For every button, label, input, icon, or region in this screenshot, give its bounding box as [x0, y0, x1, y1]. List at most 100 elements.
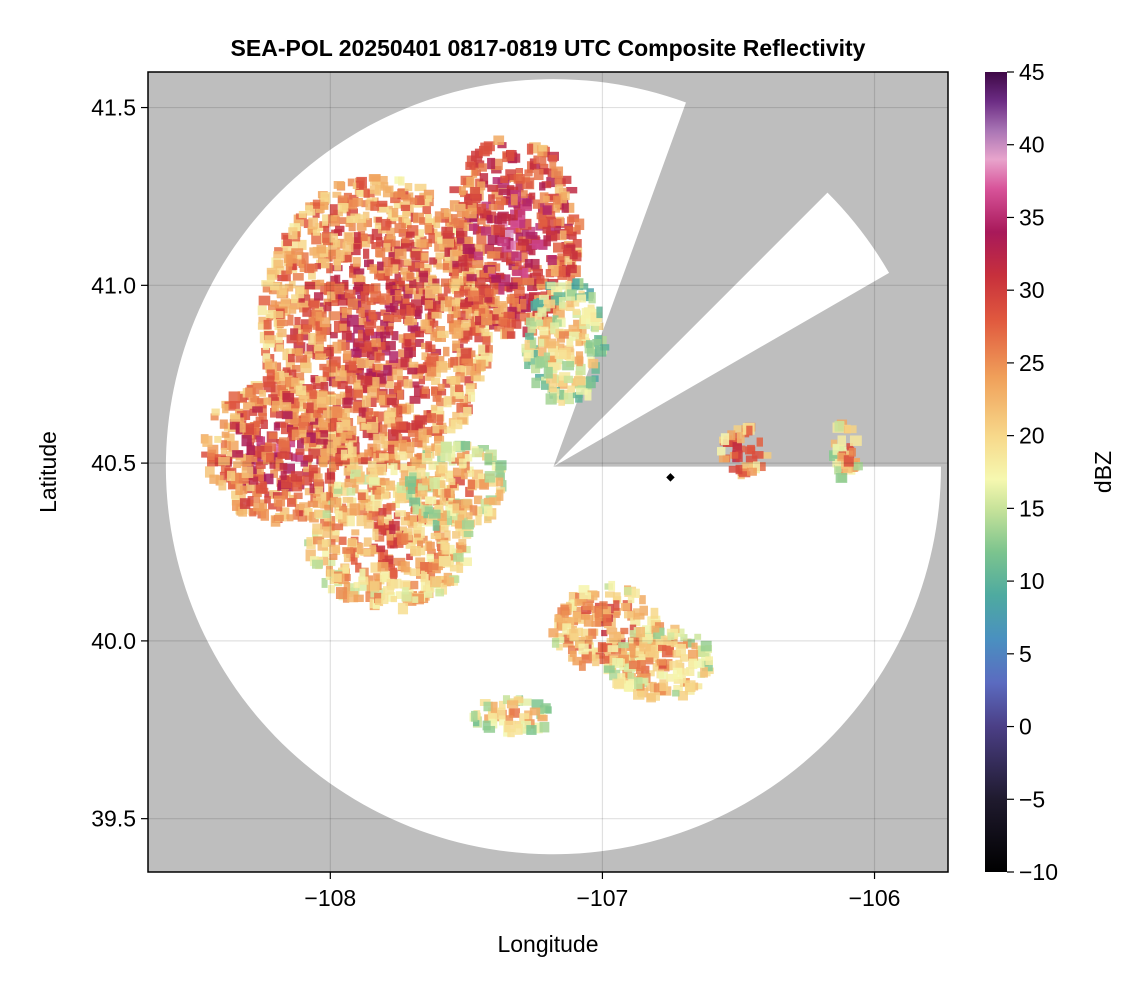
echo-pixel — [563, 244, 576, 252]
y-tick-label: 40.0 — [91, 628, 136, 654]
echo-pixel — [295, 510, 303, 517]
echo-pixel — [417, 545, 426, 556]
echo-pixel — [307, 500, 318, 508]
echo-pixel — [272, 372, 280, 381]
echo-pixel — [501, 251, 509, 263]
echo-pixel — [632, 612, 645, 620]
echo-pixel — [363, 537, 372, 547]
echo-pixel — [335, 587, 348, 599]
echo-pixel — [363, 513, 372, 523]
echo-pixel — [290, 453, 298, 462]
echo-pixel — [416, 467, 426, 479]
echo-pixel — [252, 406, 263, 413]
echo-pixel — [262, 343, 269, 350]
echo-pixel — [469, 505, 478, 516]
echo-pixel — [728, 465, 740, 473]
colorbar-tick-label: 35 — [1019, 204, 1045, 230]
echo-pixel — [424, 287, 436, 299]
echo-pixel — [221, 431, 230, 438]
echo-pixel — [544, 338, 557, 349]
echo-pixel — [731, 451, 739, 459]
echo-pixel — [297, 438, 304, 449]
echo-pixel — [388, 569, 398, 578]
echo-pixel — [370, 469, 379, 480]
echo-pixel — [679, 654, 688, 662]
echo-pixel — [401, 237, 410, 248]
echo-pixel — [830, 439, 838, 448]
echo-pixel — [366, 234, 374, 244]
echo-pixel — [465, 307, 472, 319]
echo-pixel — [498, 316, 507, 326]
echo-pixel — [630, 617, 641, 626]
echo-pixel — [396, 421, 407, 430]
echo-pixel — [362, 430, 373, 439]
echo-pixel — [304, 281, 316, 290]
echo-pixel — [302, 475, 313, 486]
echo-pixel — [357, 492, 366, 500]
echo-pixel — [346, 215, 358, 223]
echo-pixel — [471, 448, 484, 458]
echo-pixel — [422, 206, 431, 215]
echo-pixel — [431, 443, 438, 452]
echo-pixel — [531, 364, 541, 374]
echo-pixel — [353, 325, 365, 334]
x-axis-label: Longitude — [497, 931, 598, 957]
echo-pixel — [363, 519, 374, 529]
echo-pixel — [340, 312, 349, 324]
echo-pixel — [273, 251, 285, 259]
echo-pixel — [346, 314, 359, 327]
echo-pixel — [361, 301, 371, 310]
echo-pixel — [736, 432, 745, 444]
echo-pixel — [232, 450, 244, 458]
echo-pixel — [627, 672, 635, 680]
echo-pixel — [426, 356, 438, 367]
echo-pixel — [328, 364, 336, 373]
echo-pixel — [345, 471, 354, 483]
echo-pixel — [429, 257, 438, 265]
echo-pixel — [436, 575, 447, 582]
echo-pixel — [449, 186, 462, 194]
echo-pixel — [305, 549, 316, 562]
echo-pixel — [482, 243, 495, 254]
echo-pixel — [374, 184, 381, 196]
echo-pixel — [349, 503, 361, 516]
colorbar-tick-label: −5 — [1019, 786, 1045, 812]
echo-pixel — [417, 485, 428, 497]
echo-pixel — [543, 195, 550, 202]
echo-pixel — [436, 263, 448, 270]
echo-pixel — [543, 235, 551, 247]
echo-pixel — [250, 395, 260, 403]
echo-pixel — [687, 649, 699, 661]
echo-pixel — [326, 491, 333, 502]
echo-pixel — [367, 460, 377, 472]
echo-pixel — [419, 217, 426, 225]
echo-pixel — [316, 438, 328, 445]
echo-pixel — [346, 208, 358, 219]
echo-pixel — [642, 625, 652, 633]
echo-pixel — [332, 436, 342, 446]
echo-pixel — [488, 251, 501, 259]
echo-pixel — [451, 299, 463, 307]
echo-pixel — [388, 366, 397, 375]
echo-pixel — [431, 377, 441, 385]
echo-pixel — [467, 290, 480, 302]
echo-pixel — [467, 479, 476, 490]
echo-pixel — [534, 312, 543, 322]
echo-pixel — [483, 497, 495, 505]
echo-pixel — [290, 298, 301, 310]
echo-pixel — [632, 608, 640, 617]
echo-pixel — [603, 665, 615, 673]
echo-pixel — [332, 191, 342, 198]
echo-pixel — [353, 282, 365, 293]
echo-pixel — [481, 329, 490, 337]
echo-pixel — [421, 252, 429, 261]
echo-pixel — [409, 472, 422, 480]
echo-pixel — [514, 286, 525, 297]
echo-pixel — [302, 307, 312, 317]
echo-pixel — [364, 321, 377, 329]
echo-pixel — [347, 591, 359, 603]
echo-pixel — [515, 180, 524, 193]
echo-pixel — [275, 332, 283, 343]
echo-pixel — [316, 396, 329, 408]
echo-pixel — [522, 177, 535, 190]
